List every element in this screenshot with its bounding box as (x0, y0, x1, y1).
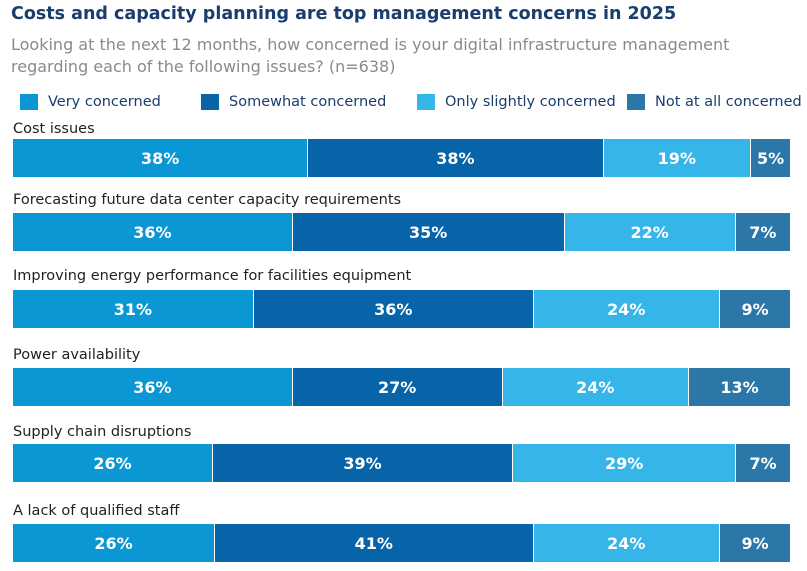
bar-segment-somewhat-concerned: 41% (215, 524, 534, 562)
data-label: 5% (756, 148, 785, 168)
data-label: 31% (113, 299, 153, 319)
bar-segment-not-at-all-concerned: 7% (735, 213, 790, 251)
data-label: 19% (657, 148, 696, 168)
bar-segment-very-concerned: 31% (13, 290, 254, 328)
bar-segment-only-slightly-concerned: 24% (502, 368, 689, 406)
bar-segment-not-at-all-concerned: 13% (688, 368, 790, 406)
data-label: 24% (576, 377, 615, 397)
category-label: A lack of qualified staff (13, 503, 180, 519)
bar-segment-not-at-all-concerned: 7% (736, 444, 790, 482)
data-label: 22% (630, 222, 669, 242)
data-label: 27% (377, 377, 417, 397)
legend-label-somewhat-concerned: Somewhat concerned (229, 94, 387, 110)
data-label: 13% (720, 377, 759, 397)
legend-swatch-not-at-all-concerned (627, 94, 645, 110)
bar-segment-somewhat-concerned: 36% (253, 290, 534, 328)
legend-label-not-at-all-concerned: Not at all concerned (655, 94, 802, 110)
data-label: 38% (436, 148, 475, 168)
chart-title: Costs and capacity planning are top mana… (11, 4, 677, 24)
bar-segment-only-slightly-concerned: 24% (533, 290, 721, 328)
bar-segment-somewhat-concerned: 39% (213, 444, 514, 482)
legend-item-not-at-all-concerned: Not at all concerned (627, 92, 802, 112)
bar-segment-very-concerned: 38% (13, 139, 309, 177)
data-label: 41% (354, 533, 393, 553)
data-label: 24% (607, 533, 646, 553)
legend-item-only-slightly-concerned: Only slightly concerned (417, 92, 616, 112)
data-label: 38% (140, 148, 180, 168)
bar-segment-somewhat-concerned: 35% (292, 213, 565, 251)
data-label: 36% (133, 222, 172, 242)
bar-segment-somewhat-concerned: 38% (308, 139, 604, 177)
category-label: Cost issues (13, 121, 95, 137)
bar-segment-only-slightly-concerned: 24% (533, 524, 721, 562)
bar-segment-only-slightly-concerned: 19% (603, 139, 752, 177)
data-label: 26% (94, 533, 133, 553)
data-label: 9% (741, 299, 769, 319)
bar-segment-very-concerned: 26% (13, 524, 216, 562)
bar-segment-not-at-all-concerned: 9% (720, 290, 790, 328)
category-label: Supply chain disruptions (13, 424, 192, 440)
data-label: 26% (93, 453, 132, 473)
data-label: 7% (749, 222, 777, 242)
category-label: Improving energy performance for facilit… (13, 268, 412, 284)
data-label: 35% (409, 222, 448, 242)
chart-subtitle: Looking at the next 12 months, how conce… (11, 35, 730, 76)
legend-item-somewhat-concerned: Somewhat concerned (201, 92, 386, 112)
data-label: 7% (749, 453, 777, 473)
bar-segment-not-at-all-concerned: 9% (720, 524, 790, 562)
category-label: Forecasting future data center capacity … (13, 192, 402, 208)
bar-segment-only-slightly-concerned: 29% (513, 444, 737, 482)
bar-segment-very-concerned: 36% (13, 213, 293, 251)
data-label: 39% (343, 453, 382, 473)
data-label: 24% (607, 299, 646, 319)
bar-segment-somewhat-concerned: 27% (292, 368, 503, 406)
legend-swatch-very-concerned (20, 94, 38, 110)
bar-segment-not-at-all-concerned: 5% (751, 139, 790, 177)
data-label: 29% (604, 453, 644, 473)
category-label: Power availability (13, 347, 141, 363)
legend-swatch-somewhat-concerned (201, 94, 219, 110)
bar-segment-very-concerned: 26% (13, 444, 214, 482)
data-label: 36% (133, 377, 172, 397)
legend-swatch-only-slightly-concerned (417, 94, 435, 110)
data-label: 9% (741, 533, 769, 553)
legend-label-very-concerned: Very concerned (48, 94, 161, 110)
bar-segment-very-concerned: 36% (13, 368, 293, 406)
data-label: 36% (374, 299, 413, 319)
bar-segment-only-slightly-concerned: 22% (564, 213, 736, 251)
legend-label-only-slightly-concerned: Only slightly concerned (445, 94, 616, 110)
legend-item-very-concerned: Very concerned (20, 92, 161, 112)
